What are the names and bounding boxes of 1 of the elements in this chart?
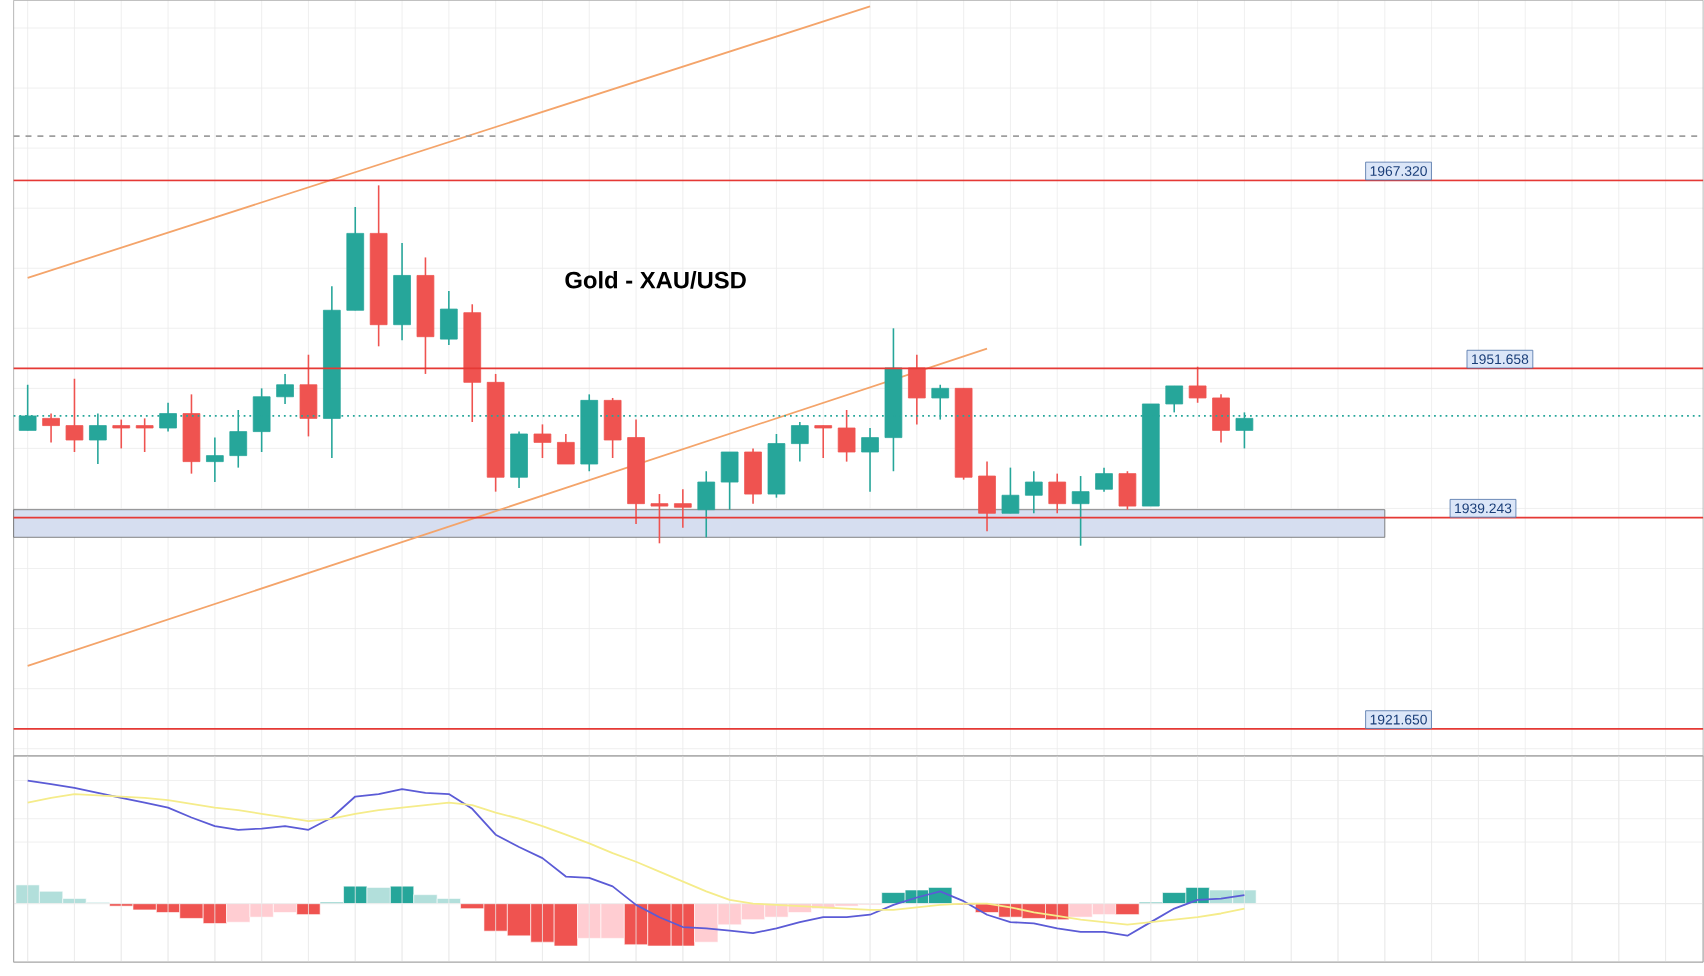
text: Gold - XAU/USD — [565, 271, 746, 289]
